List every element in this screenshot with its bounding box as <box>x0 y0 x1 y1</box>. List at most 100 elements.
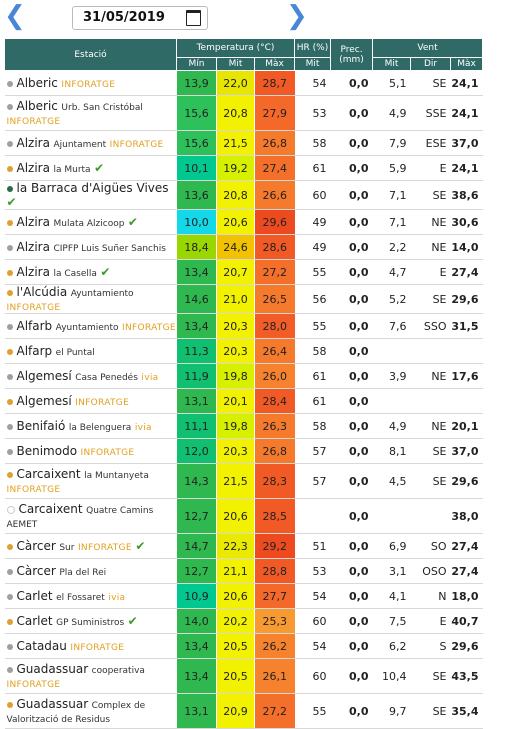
table-row[interactable]: Alfarp el Puntal 11,3 20,3 26,4 58 0,0 <box>4 338 483 364</box>
precipitation: 0,0 <box>330 633 373 659</box>
table-row[interactable]: Guadassuar Complex de Valorització de Re… <box>4 693 483 729</box>
station-cell[interactable]: Algemesí INFORATGE <box>4 388 177 414</box>
hr-mit: 53 <box>294 558 331 584</box>
wind-dir: SO <box>410 533 451 559</box>
station-network-tag: INFORATGE <box>70 643 125 653</box>
table-row[interactable]: la Barraca d'Aigües Vives ✔ 13,6 20,8 26,6 6… <box>4 180 483 210</box>
hr-mit: 51 <box>294 533 331 559</box>
table-row[interactable]: Alberic Urb. San Cristóbal INFORATGE 15,… <box>4 95 483 131</box>
hr-mit: 55 <box>294 313 331 339</box>
station-cell[interactable]: Alberic Urb. San Cristóbal INFORATGE <box>4 95 177 131</box>
precipitation: 0,0 <box>330 413 373 439</box>
temp-mit: 22,0 <box>216 70 255 96</box>
station-cell[interactable]: Alzira Ajuntament INFORATGE <box>4 130 177 156</box>
station-cell[interactable]: Alberic INFORATGE <box>4 70 177 96</box>
table-row[interactable]: Guadassuar cooperativa INFORATGE 13,4 20,… <box>4 658 483 694</box>
table-row[interactable]: Carcaixent Quatre Camins AEMET 12,7 20,6 2… <box>4 498 483 534</box>
date-toolbar: ❮ 31/05/2019 ❯ <box>0 0 521 36</box>
precipitation: 0,0 <box>330 284 373 314</box>
hr-mit: 55 <box>294 693 331 729</box>
status-dot-icon <box>6 324 13 330</box>
temp-min: 12,7 <box>176 558 217 584</box>
table-row[interactable]: Benifaió la Belenguera ivia 11,1 19,8 26,3… <box>4 413 483 439</box>
temp-max: 28,6 <box>253 234 295 260</box>
station-city: Carcaixent <box>16 467 81 481</box>
station-cell[interactable]: Alzira Mulata Alzicoop ✔ <box>4 209 177 235</box>
date-input[interactable]: 31/05/2019 <box>72 6 208 30</box>
station-cell[interactable]: Càrcer Sur INFORATGE ✔ <box>4 533 177 559</box>
table-row[interactable]: Algemesí INFORATGE 13,1 20,1 28,4 61 0,0 <box>4 388 483 414</box>
hr-mit: 53 <box>294 95 331 131</box>
station-cell[interactable]: Benimodo INFORATGE <box>4 438 177 464</box>
station-subname: CIPFP Luis Suñer Sanchis <box>53 244 166 254</box>
station-network-tag: INFORATGE <box>109 140 164 150</box>
station-cell[interactable]: Algemesí Casa Penedés ivia <box>4 363 177 389</box>
temp-max: 27,2 <box>253 693 295 729</box>
wind-max: 30,6 <box>450 209 483 235</box>
table-row[interactable]: Alzira la Casella ✔ 13,4 20,7 27,2 55 0,0 4,7 E… <box>4 259 483 285</box>
wind-dir <box>410 498 451 534</box>
station-cell[interactable]: Alfarb Ayuntamiento INFORATGE <box>4 313 177 339</box>
chevron-left-icon[interactable]: ❮ <box>4 1 26 31</box>
station-cell[interactable]: Alzira CIPFP Luis Suñer Sanchis <box>4 234 177 260</box>
table-row[interactable]: Alzira Ajuntament INFORATGE 15,6 21,5 26,8… <box>4 130 483 156</box>
table-row[interactable]: Alfarb Ayuntamiento INFORATGE 13,4 20,3 28… <box>4 313 483 339</box>
table-row[interactable]: Catadau INFORATGE 13,4 20,5 26,2 54 0,0 6,2 S 2… <box>4 633 483 659</box>
wind-mit: 2,2 <box>372 234 411 260</box>
table-row[interactable]: Algemesí Casa Penedés ivia 11,9 19,8 26,0 6… <box>4 363 483 389</box>
temp-mit: 20,6 <box>216 583 255 609</box>
wind-max: 24,1 <box>450 70 483 96</box>
temp-max: 27,4 <box>253 155 295 181</box>
wind-mit <box>372 338 411 364</box>
wind-max: 29,6 <box>450 463 483 499</box>
station-city: Guadassuar <box>16 697 89 711</box>
status-dot-icon <box>6 424 13 430</box>
station-cell[interactable]: Carlet GP Suministros ✔ <box>4 608 177 634</box>
table-row[interactable]: Càrcer Pla del Rei 12,7 21,1 28,8 53 0,0 3,1 O… <box>4 558 483 584</box>
station-cell[interactable]: Càrcer Pla del Rei <box>4 558 177 584</box>
table-row[interactable]: Carlet GP Suministros ✔ 14,0 20,2 25,3 60 0,0… <box>4 608 483 634</box>
station-cell[interactable]: Guadassuar cooperativa INFORATGE <box>4 658 177 694</box>
station-cell[interactable]: Guadassuar Complex de Valorització de Re… <box>4 693 177 729</box>
chevron-right-icon[interactable]: ❯ <box>286 1 308 31</box>
station-cell[interactable]: Carlet el Fossaret ivia <box>4 583 177 609</box>
wind-max: 37,0 <box>450 438 483 464</box>
temp-mit: 20,7 <box>216 259 255 285</box>
table-row[interactable]: Alzira la Murta ✔ 10,1 19,2 27,4 61 0,0 5,9 E 24… <box>4 155 483 181</box>
temp-min: 12,0 <box>176 438 217 464</box>
station-cell[interactable]: l'Alcúdia Ayuntamiento INFORATGE <box>4 284 177 314</box>
table-row[interactable]: l'Alcúdia Ayuntamiento INFORATGE 14,6 21,… <box>4 284 483 314</box>
station-city: Carcaixent <box>18 502 83 516</box>
wind-dir: SE <box>410 693 451 729</box>
station-subname: Casa Penedés <box>75 373 138 383</box>
status-dot-icon <box>6 374 13 380</box>
table-row[interactable]: Càrcer Sur INFORATGE ✔ 14,7 22,3 29,2 51 0,0 6… <box>4 533 483 559</box>
station-cell[interactable]: Catadau INFORATGE <box>4 633 177 659</box>
hr-mit: 56 <box>294 284 331 314</box>
table-row[interactable]: Carlet el Fossaret ivia 10,9 20,6 27,7 54 0,… <box>4 583 483 609</box>
table-row[interactable]: Alzira Mulata Alzicoop ✔ 10,0 20,6 29,6 49 0,… <box>4 209 483 235</box>
temp-mit: 20,9 <box>216 693 255 729</box>
wind-mit <box>372 498 411 534</box>
table-row[interactable]: Benimodo INFORATGE 12,0 20,3 26,8 57 0,0 8,1 S… <box>4 438 483 464</box>
station-cell[interactable]: Alzira la Murta ✔ <box>4 155 177 181</box>
table-row[interactable]: Carcaixent la Muntanyeta INFORATGE 14,3 2… <box>4 463 483 499</box>
station-cell[interactable]: Alzira la Casella ✔ <box>4 259 177 285</box>
station-cell[interactable]: Carcaixent Quatre Camins AEMET <box>4 498 177 534</box>
wind-dir <box>410 388 451 414</box>
temp-max: 26,0 <box>253 363 295 389</box>
checkmark-icon: ✔ <box>127 215 138 229</box>
col-vent-max: Màx <box>450 57 484 71</box>
wind-dir <box>410 338 451 364</box>
table-row[interactable]: Alberic INFORATGE 13,9 22,0 28,7 54 0,0 5,1 SE… <box>4 70 483 96</box>
prec-label: Prec. <box>340 44 363 55</box>
col-vent-dir: Dir <box>410 57 452 71</box>
col-estacio[interactable]: Estació <box>4 38 177 71</box>
calendar-icon[interactable] <box>186 10 201 26</box>
status-dot-icon <box>6 166 13 172</box>
station-cell[interactable]: Carcaixent la Muntanyeta INFORATGE <box>4 463 177 499</box>
station-cell[interactable]: la Barraca d'Aigües Vives ✔ <box>4 180 177 210</box>
station-cell[interactable]: Benifaió la Belenguera ivia <box>4 413 177 439</box>
table-row[interactable]: Alzira CIPFP Luis Suñer Sanchis 18,4 24,6… <box>4 234 483 260</box>
station-cell[interactable]: Alfarp el Puntal <box>4 338 177 364</box>
